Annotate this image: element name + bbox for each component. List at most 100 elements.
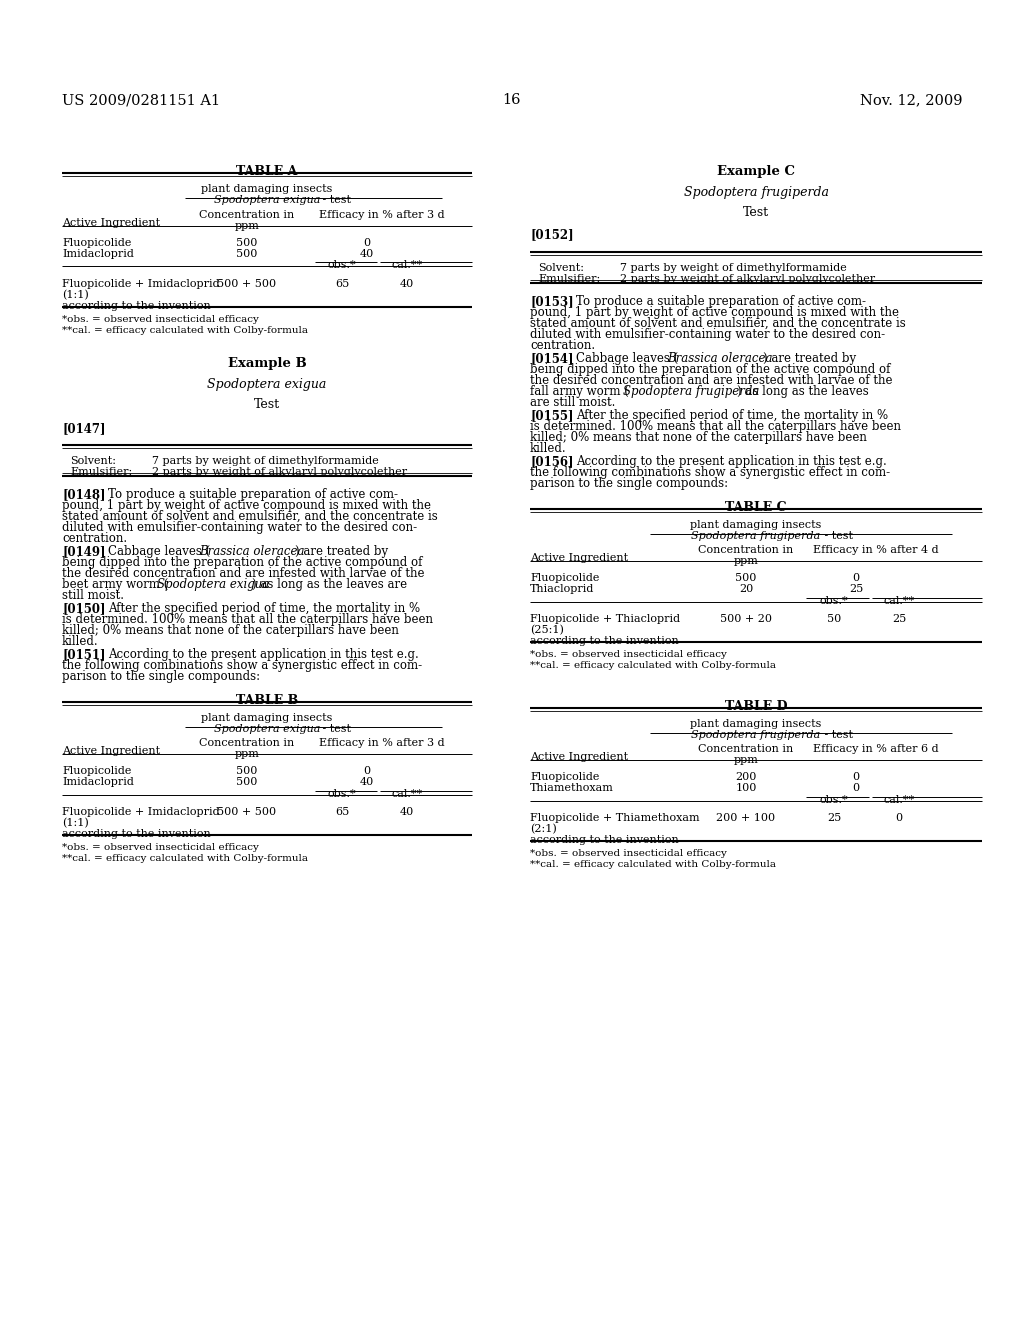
Text: Cabbage leaves (: Cabbage leaves ( bbox=[108, 545, 210, 558]
Text: Fluopicolide + Thiamethoxam: Fluopicolide + Thiamethoxam bbox=[530, 813, 699, 822]
Text: cal.**: cal.** bbox=[884, 597, 914, 606]
Text: Fluopicolide: Fluopicolide bbox=[62, 238, 131, 248]
Text: ) are treated by: ) are treated by bbox=[295, 545, 388, 558]
Text: 100: 100 bbox=[735, 783, 757, 793]
Text: 25: 25 bbox=[849, 583, 863, 594]
Text: *obs. = observed insecticidal efficacy: *obs. = observed insecticidal efficacy bbox=[62, 315, 259, 323]
Text: killed.: killed. bbox=[62, 635, 98, 648]
Text: 40: 40 bbox=[359, 249, 374, 259]
Text: Solvent:: Solvent: bbox=[538, 263, 584, 273]
Text: Imidacloprid: Imidacloprid bbox=[62, 249, 134, 259]
Text: according to the invention: according to the invention bbox=[62, 829, 211, 840]
Text: Example C: Example C bbox=[717, 165, 795, 178]
Text: killed; 0% means that none of the caterpillars have been: killed; 0% means that none of the caterp… bbox=[62, 624, 399, 638]
Text: Nov. 12, 2009: Nov. 12, 2009 bbox=[859, 92, 962, 107]
Text: After the specified period of time, the mortality in %: After the specified period of time, the … bbox=[108, 602, 420, 615]
Text: Concentration in: Concentration in bbox=[698, 744, 794, 754]
Text: Spodoptera exigua: Spodoptera exigua bbox=[207, 378, 327, 391]
Text: *obs. = observed insecticidal efficacy: *obs. = observed insecticidal efficacy bbox=[62, 843, 259, 851]
Text: (2:1): (2:1) bbox=[530, 824, 557, 834]
Text: the following combinations show a synergistic effect in com-: the following combinations show a synerg… bbox=[62, 659, 422, 672]
Text: Concentration in: Concentration in bbox=[200, 738, 295, 748]
Text: Efficacy in % after 6 d: Efficacy in % after 6 d bbox=[813, 744, 939, 754]
Text: **cal. = efficacy calculated with Colby-formula: **cal. = efficacy calculated with Colby-… bbox=[530, 661, 776, 671]
Text: 200: 200 bbox=[735, 772, 757, 781]
Text: 50: 50 bbox=[826, 614, 841, 624]
Text: 2 parts by weight of alkylaryl polyglycolether: 2 parts by weight of alkylaryl polyglyco… bbox=[152, 467, 408, 477]
Text: 500: 500 bbox=[735, 573, 757, 583]
Text: pound, 1 part by weight of active compound is mixed with the: pound, 1 part by weight of active compou… bbox=[530, 306, 899, 319]
Text: centration.: centration. bbox=[530, 339, 595, 352]
Text: ) as long as the leaves are: ) as long as the leaves are bbox=[252, 578, 408, 591]
Text: - test: - test bbox=[319, 195, 351, 205]
Text: ppm: ppm bbox=[733, 755, 759, 766]
Text: obs.*: obs.* bbox=[819, 597, 848, 606]
Text: the desired concentration and are infested with larvae of the: the desired concentration and are infest… bbox=[62, 568, 425, 579]
Text: 0: 0 bbox=[852, 772, 859, 781]
Text: **cal. = efficacy calculated with Colby-formula: **cal. = efficacy calculated with Colby-… bbox=[62, 854, 308, 863]
Text: still moist.: still moist. bbox=[62, 589, 124, 602]
Text: Brassica oleracea: Brassica oleracea bbox=[667, 352, 772, 366]
Text: beet army worm (: beet army worm ( bbox=[62, 578, 168, 591]
Text: fall army worm (: fall army worm ( bbox=[530, 385, 629, 399]
Text: Spodoptera exigua: Spodoptera exigua bbox=[214, 723, 321, 734]
Text: killed; 0% means that none of the caterpillars have been: killed; 0% means that none of the caterp… bbox=[530, 432, 867, 444]
Text: 500: 500 bbox=[237, 238, 258, 248]
Text: ppm: ppm bbox=[234, 220, 259, 231]
Text: [0149]: [0149] bbox=[62, 545, 105, 558]
Text: Efficacy in % after 3 d: Efficacy in % after 3 d bbox=[319, 738, 444, 748]
Text: killed.: killed. bbox=[530, 442, 566, 455]
Text: [0156]: [0156] bbox=[530, 455, 573, 469]
Text: 500 + 500: 500 + 500 bbox=[217, 807, 276, 817]
Text: Spodoptera frugiperda: Spodoptera frugiperda bbox=[691, 730, 820, 741]
Text: - test: - test bbox=[821, 531, 853, 541]
Text: plant damaging insects: plant damaging insects bbox=[690, 520, 821, 531]
Text: Test: Test bbox=[254, 399, 280, 411]
Text: ) are treated by: ) are treated by bbox=[763, 352, 856, 366]
Text: 65: 65 bbox=[335, 807, 349, 817]
Text: obs.*: obs.* bbox=[328, 260, 356, 271]
Text: US 2009/0281151 A1: US 2009/0281151 A1 bbox=[62, 92, 220, 107]
Text: To produce a suitable preparation of active com-: To produce a suitable preparation of act… bbox=[575, 294, 866, 308]
Text: Cabbage leaves (: Cabbage leaves ( bbox=[575, 352, 678, 366]
Text: diluted with emulsifier-containing water to the desired con-: diluted with emulsifier-containing water… bbox=[62, 521, 417, 535]
Text: [0154]: [0154] bbox=[530, 352, 573, 366]
Text: Test: Test bbox=[743, 206, 769, 219]
Text: is determined. 100% means that all the caterpillars have been: is determined. 100% means that all the c… bbox=[530, 420, 901, 433]
Text: Active Ingredient: Active Ingredient bbox=[530, 752, 628, 762]
Text: According to the present application in this test e.g.: According to the present application in … bbox=[108, 648, 419, 661]
Text: ppm: ppm bbox=[733, 556, 759, 566]
Text: parison to the single compounds:: parison to the single compounds: bbox=[530, 477, 728, 490]
Text: **cal. = efficacy calculated with Colby-formula: **cal. = efficacy calculated with Colby-… bbox=[530, 861, 776, 869]
Text: cal.**: cal.** bbox=[391, 260, 423, 271]
Text: (1:1): (1:1) bbox=[62, 290, 89, 301]
Text: Fluopicolide + Imidacloprid: Fluopicolide + Imidacloprid bbox=[62, 279, 219, 289]
Text: according to the invention: according to the invention bbox=[62, 301, 211, 312]
Text: Spodoptera frugiperda: Spodoptera frugiperda bbox=[683, 186, 828, 199]
Text: Fluopicolide: Fluopicolide bbox=[62, 766, 131, 776]
Text: ppm: ppm bbox=[234, 748, 259, 759]
Text: Emulsifier:: Emulsifier: bbox=[70, 467, 132, 477]
Text: the following combinations show a synergistic effect in com-: the following combinations show a synerg… bbox=[530, 466, 890, 479]
Text: Imidacloprid: Imidacloprid bbox=[62, 777, 134, 787]
Text: TABLE B: TABLE B bbox=[236, 694, 298, 708]
Text: 7 parts by weight of dimethylformamide: 7 parts by weight of dimethylformamide bbox=[620, 263, 847, 273]
Text: is determined. 100% means that all the caterpillars have been: is determined. 100% means that all the c… bbox=[62, 612, 433, 626]
Text: according to the invention: according to the invention bbox=[530, 636, 679, 645]
Text: Efficacy in % after 3 d: Efficacy in % after 3 d bbox=[319, 210, 444, 220]
Text: 20: 20 bbox=[739, 583, 753, 594]
Text: 40: 40 bbox=[400, 279, 414, 289]
Text: cal.**: cal.** bbox=[391, 789, 423, 799]
Text: [0150]: [0150] bbox=[62, 602, 105, 615]
Text: being dipped into the preparation of the active compound of: being dipped into the preparation of the… bbox=[62, 556, 422, 569]
Text: [0147]: [0147] bbox=[62, 422, 105, 436]
Text: TABLE C: TABLE C bbox=[725, 502, 786, 513]
Text: Solvent:: Solvent: bbox=[70, 455, 116, 466]
Text: Spodoptera exigua: Spodoptera exigua bbox=[214, 195, 321, 205]
Text: 16: 16 bbox=[503, 92, 521, 107]
Text: Thiamethoxam: Thiamethoxam bbox=[530, 783, 613, 793]
Text: 0: 0 bbox=[852, 573, 859, 583]
Text: Concentration in: Concentration in bbox=[200, 210, 295, 220]
Text: are still moist.: are still moist. bbox=[530, 396, 615, 409]
Text: - test: - test bbox=[821, 730, 853, 741]
